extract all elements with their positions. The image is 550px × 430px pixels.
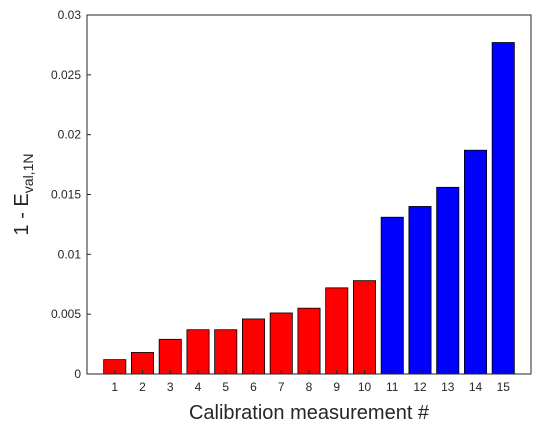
- bar-10: [352, 280, 376, 375]
- y-tick-label: 0.01: [58, 247, 82, 261]
- x-tick-label: 4: [195, 380, 202, 394]
- bar-5: [214, 329, 238, 375]
- x-tick-label: 9: [333, 380, 340, 394]
- x-tick-label: 11: [386, 380, 399, 394]
- x-tick-label: 10: [358, 380, 372, 394]
- x-tick-label: 13: [441, 380, 455, 394]
- bar-7: [269, 312, 293, 375]
- x-tick-label: 6: [250, 380, 257, 394]
- x-axis: 1 2 3 4 5 6 7 8 9 10 11 12 13 14 15: [111, 370, 510, 394]
- x-tick-label: 15: [497, 380, 511, 394]
- x-tick-label: 14: [469, 380, 483, 394]
- x-tick-label: 5: [222, 380, 229, 394]
- x-tick-label: 12: [413, 380, 427, 394]
- bar-15: [491, 42, 515, 375]
- bar-9: [325, 287, 349, 375]
- x-tick-label: 7: [278, 380, 285, 394]
- y-tick-label: 0.015: [51, 188, 81, 202]
- bar-6: [241, 318, 265, 375]
- y-tick-label: 0.03: [58, 8, 82, 22]
- y-tick-label: 0.02: [58, 128, 82, 142]
- bar-12: [408, 206, 432, 375]
- y-axis: 0 0.005 0.01 0.015 0.02 0.025 0.03: [51, 8, 91, 381]
- bars-group: [103, 42, 515, 375]
- x-tick-label: 2: [139, 380, 146, 394]
- x-tick-label: 8: [306, 380, 313, 394]
- bar-4: [186, 329, 210, 375]
- x-axis-title: Calibration measurement #: [189, 402, 430, 424]
- bar-3: [158, 338, 182, 375]
- x-tick-label: 3: [167, 380, 174, 394]
- bar-13: [436, 186, 460, 375]
- bar-11: [380, 216, 404, 375]
- y-tick-label: 0: [74, 367, 81, 381]
- y-axis-title-subscript: val,1N: [20, 154, 36, 194]
- y-tick-label: 0.005: [51, 307, 81, 321]
- plot-area-frame: [86, 14, 532, 375]
- bar-8: [297, 307, 321, 375]
- y-axis-title: 1 - Eval,1N: [11, 154, 36, 236]
- bar-14: [463, 149, 487, 375]
- y-axis-title-main: 1 - E: [11, 193, 33, 235]
- x-tick-label: 1: [111, 380, 118, 394]
- y-tick-label: 0.025: [51, 68, 81, 82]
